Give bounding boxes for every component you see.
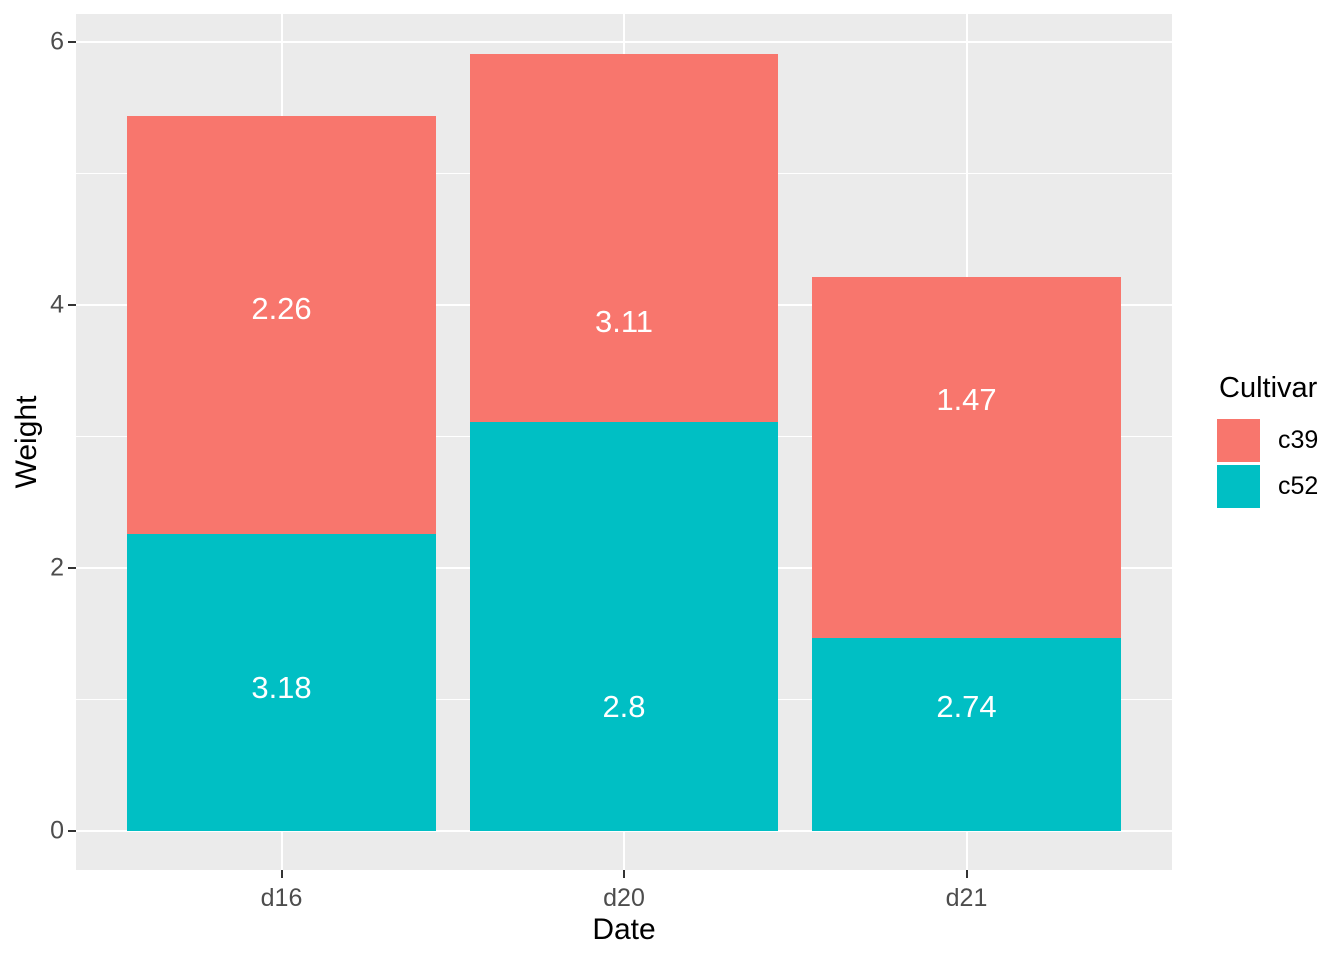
legend: Cultivar c39 c52 [1217,372,1318,511]
bar-value-label: 2.74 [936,689,997,725]
x-tick-label: d16 [260,884,303,912]
bar-value-label: 3.18 [251,669,312,705]
bar-segment-d16 [127,533,436,831]
y-tick-label: 0 [50,816,64,845]
legend-entry-c39: c39 [1217,419,1318,462]
legend-entry-label: c39 [1278,426,1319,454]
x-axis-title: Date [592,913,656,946]
legend-title: Cultivar [1219,372,1318,404]
x-tick-mark [280,870,283,878]
legend-key-swatch [1217,419,1260,462]
y-tick-mark [68,567,76,569]
legend-entries: c39 c52 [1217,419,1318,508]
bar-value-label: 2.26 [251,290,312,326]
bar-segment-d20 [469,422,779,831]
y-tick-label: 2 [50,553,64,582]
x-tick-mark [623,870,625,878]
y-tick-label: 4 [50,290,64,319]
y-tick-mark [68,41,76,43]
x-tick-mark [965,870,968,878]
bar-segment-d21 [812,637,1121,831]
bar-value-label: 3.11 [594,304,654,340]
plot-panel: 3.18 2.26 2.8 3.11 2.74 1.47 [76,14,1172,870]
y-axis-title: Weight [10,395,43,489]
bar-value-label: 2.8 [602,689,646,725]
bar-segment-d20 [469,53,779,423]
y-tick-mark [68,830,76,832]
y-tick-label: 6 [50,27,64,56]
x-tick-label: d20 [603,884,645,912]
bar-segment-d21 [812,277,1121,638]
x-tick-label: d21 [945,884,988,912]
bar-segment-d16 [127,115,436,534]
y-tick-mark [68,304,76,306]
legend-key-swatch [1217,465,1260,508]
bar-value-label: 1.47 [936,381,997,417]
legend-entry-label: c52 [1278,472,1319,500]
legend-entry-c52: c52 [1217,465,1318,508]
